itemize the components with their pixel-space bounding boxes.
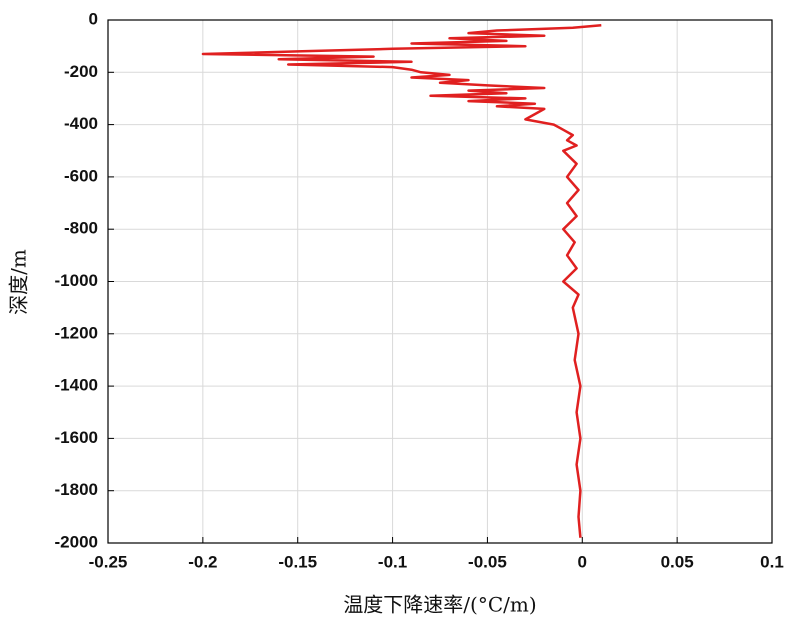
x-tick-label: -0.1: [378, 552, 407, 571]
y-tick-label: -1400: [55, 376, 98, 395]
y-tick-label: 0: [89, 9, 98, 28]
y-axis-label: 深度/m: [7, 249, 31, 315]
x-tick-label: -0.15: [278, 552, 317, 571]
x-tick-label: -0.2: [188, 552, 217, 571]
plot-frame: [107, 19, 773, 544]
x-tick-label: 0.1: [760, 552, 784, 571]
x-tick-label: -0.05: [468, 552, 507, 571]
y-tick-label: -1600: [55, 428, 98, 447]
y-tick-label: -1800: [55, 480, 98, 499]
x-tick-label: 0.05: [661, 552, 694, 571]
y-tick-label: -1000: [55, 271, 98, 290]
y-tick-label: -1200: [55, 323, 98, 342]
y-tick-label: -200: [64, 62, 98, 81]
y-tick-label: -600: [64, 166, 98, 185]
y-tick-label: -2000: [55, 532, 98, 551]
x-axis-label: 温度下降速率/(°C/m): [343, 593, 536, 617]
data-line: [201, 23, 602, 538]
y-tick-label: -800: [64, 219, 98, 238]
x-tick-label: -0.25: [89, 552, 128, 571]
x-tick-label: 0: [578, 552, 587, 571]
y-tick-label: -400: [64, 114, 98, 133]
